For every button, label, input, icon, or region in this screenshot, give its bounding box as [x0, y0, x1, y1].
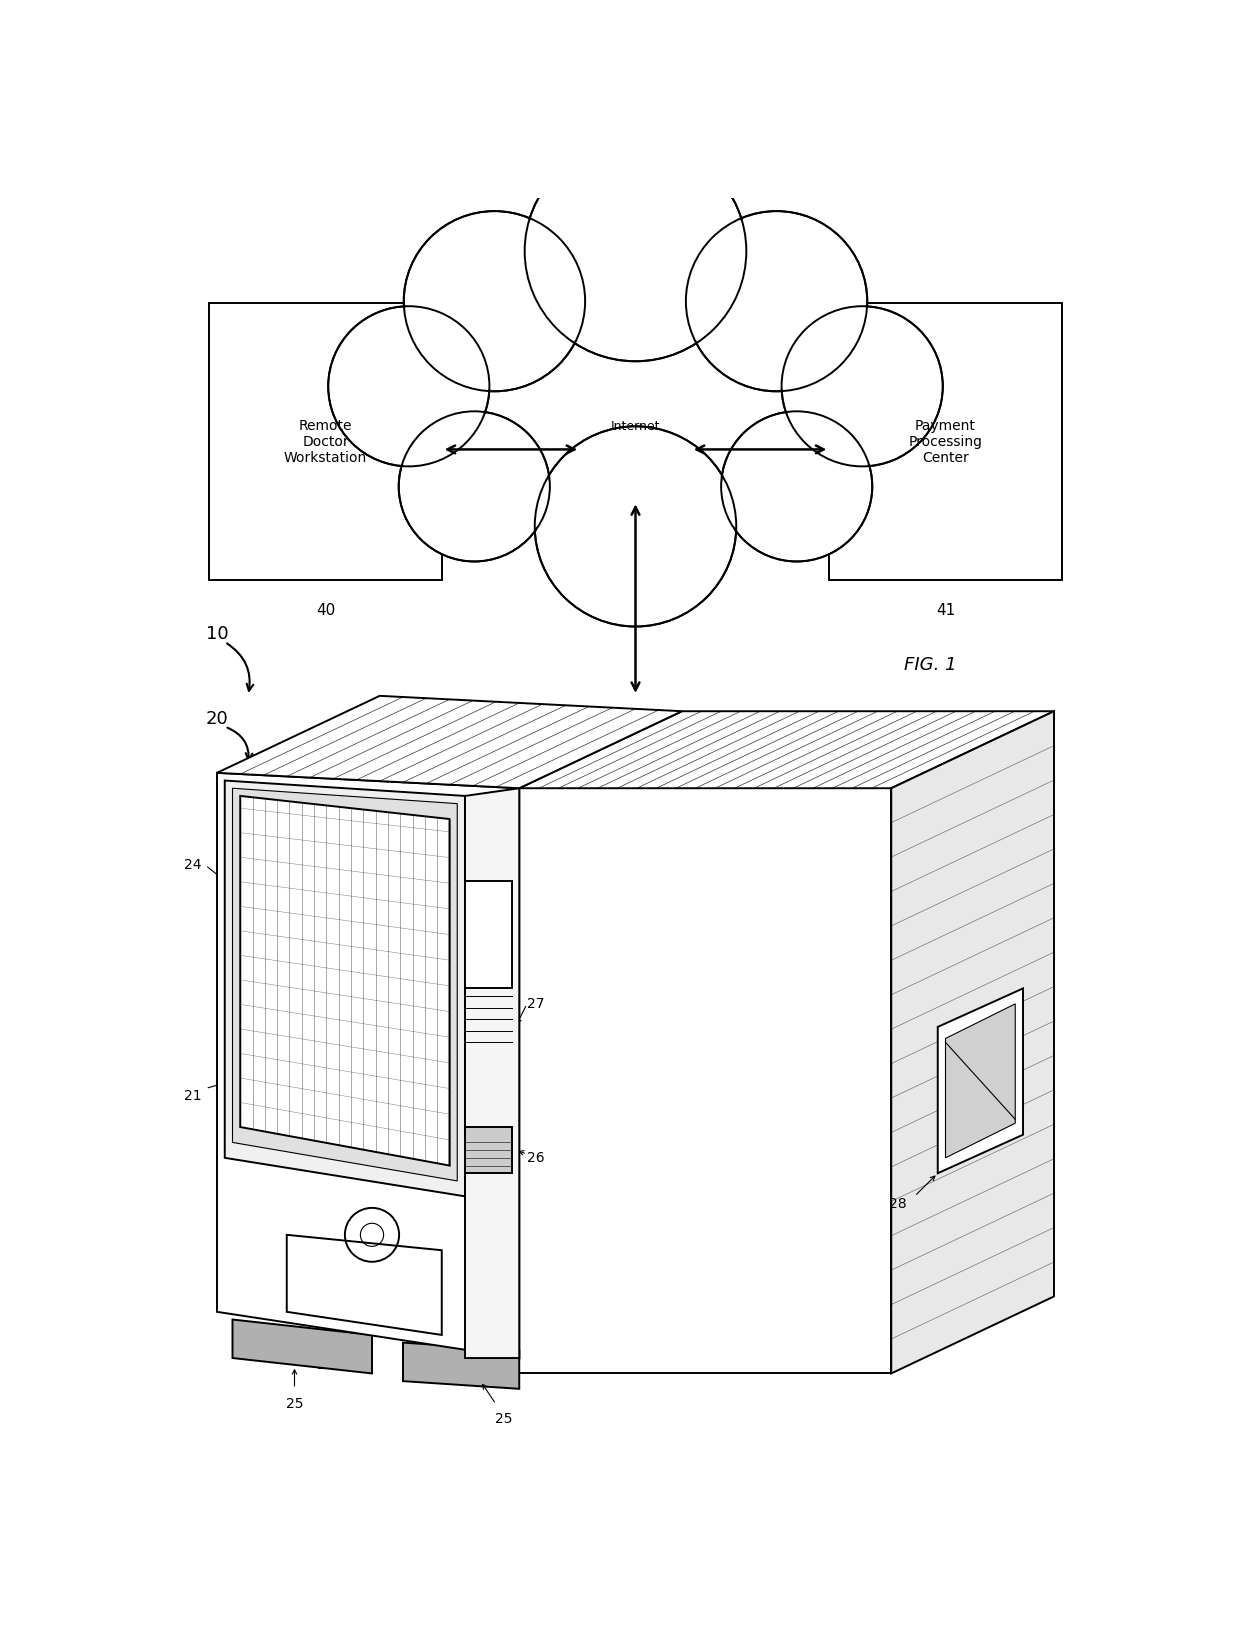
Polygon shape	[520, 712, 1054, 789]
FancyBboxPatch shape	[210, 303, 441, 580]
Text: 35: 35	[410, 1258, 428, 1273]
Circle shape	[329, 306, 490, 466]
Text: 25: 25	[285, 1397, 304, 1410]
Circle shape	[722, 412, 872, 562]
Text: 26: 26	[527, 1151, 544, 1164]
Text: 22: 22	[316, 1359, 335, 1372]
Circle shape	[404, 211, 585, 392]
Polygon shape	[465, 881, 511, 988]
Circle shape	[331, 308, 487, 464]
Polygon shape	[217, 772, 520, 1359]
Circle shape	[686, 211, 867, 392]
Polygon shape	[937, 988, 1023, 1173]
Polygon shape	[403, 1342, 520, 1388]
Polygon shape	[224, 781, 465, 1196]
Polygon shape	[217, 695, 682, 789]
Text: 41: 41	[936, 603, 955, 618]
Text: Remote
Doctor
Workstation: Remote Doctor Workstation	[284, 418, 367, 464]
Text: Payment
Processing
Center: Payment Processing Center	[909, 418, 982, 464]
Text: 28: 28	[889, 1197, 906, 1211]
Circle shape	[401, 413, 548, 560]
Polygon shape	[520, 789, 892, 1374]
Text: 27: 27	[527, 996, 544, 1011]
Polygon shape	[241, 796, 449, 1166]
Circle shape	[534, 427, 737, 626]
Text: 23: 23	[440, 843, 458, 856]
Circle shape	[784, 308, 940, 464]
Text: 40: 40	[316, 603, 335, 618]
Polygon shape	[945, 1003, 1016, 1158]
Polygon shape	[892, 712, 1054, 1374]
Text: 10: 10	[206, 626, 228, 644]
Polygon shape	[233, 1319, 372, 1374]
Text: Internet: Internet	[611, 420, 660, 433]
Polygon shape	[465, 1127, 511, 1173]
Circle shape	[407, 214, 583, 389]
Text: FIG. 1: FIG. 1	[904, 656, 956, 674]
FancyBboxPatch shape	[830, 303, 1061, 580]
Circle shape	[723, 413, 870, 560]
Polygon shape	[233, 789, 458, 1181]
Text: 42: 42	[689, 488, 709, 502]
Text: 21: 21	[184, 1089, 201, 1103]
Circle shape	[688, 214, 864, 389]
Polygon shape	[465, 789, 520, 1359]
Circle shape	[528, 145, 743, 357]
Text: 25: 25	[495, 1411, 512, 1426]
Text: 20: 20	[206, 710, 228, 728]
Circle shape	[781, 306, 942, 466]
Text: 24: 24	[184, 858, 201, 873]
Polygon shape	[286, 1235, 441, 1336]
Circle shape	[538, 430, 733, 624]
Circle shape	[399, 412, 549, 562]
Circle shape	[525, 142, 746, 361]
